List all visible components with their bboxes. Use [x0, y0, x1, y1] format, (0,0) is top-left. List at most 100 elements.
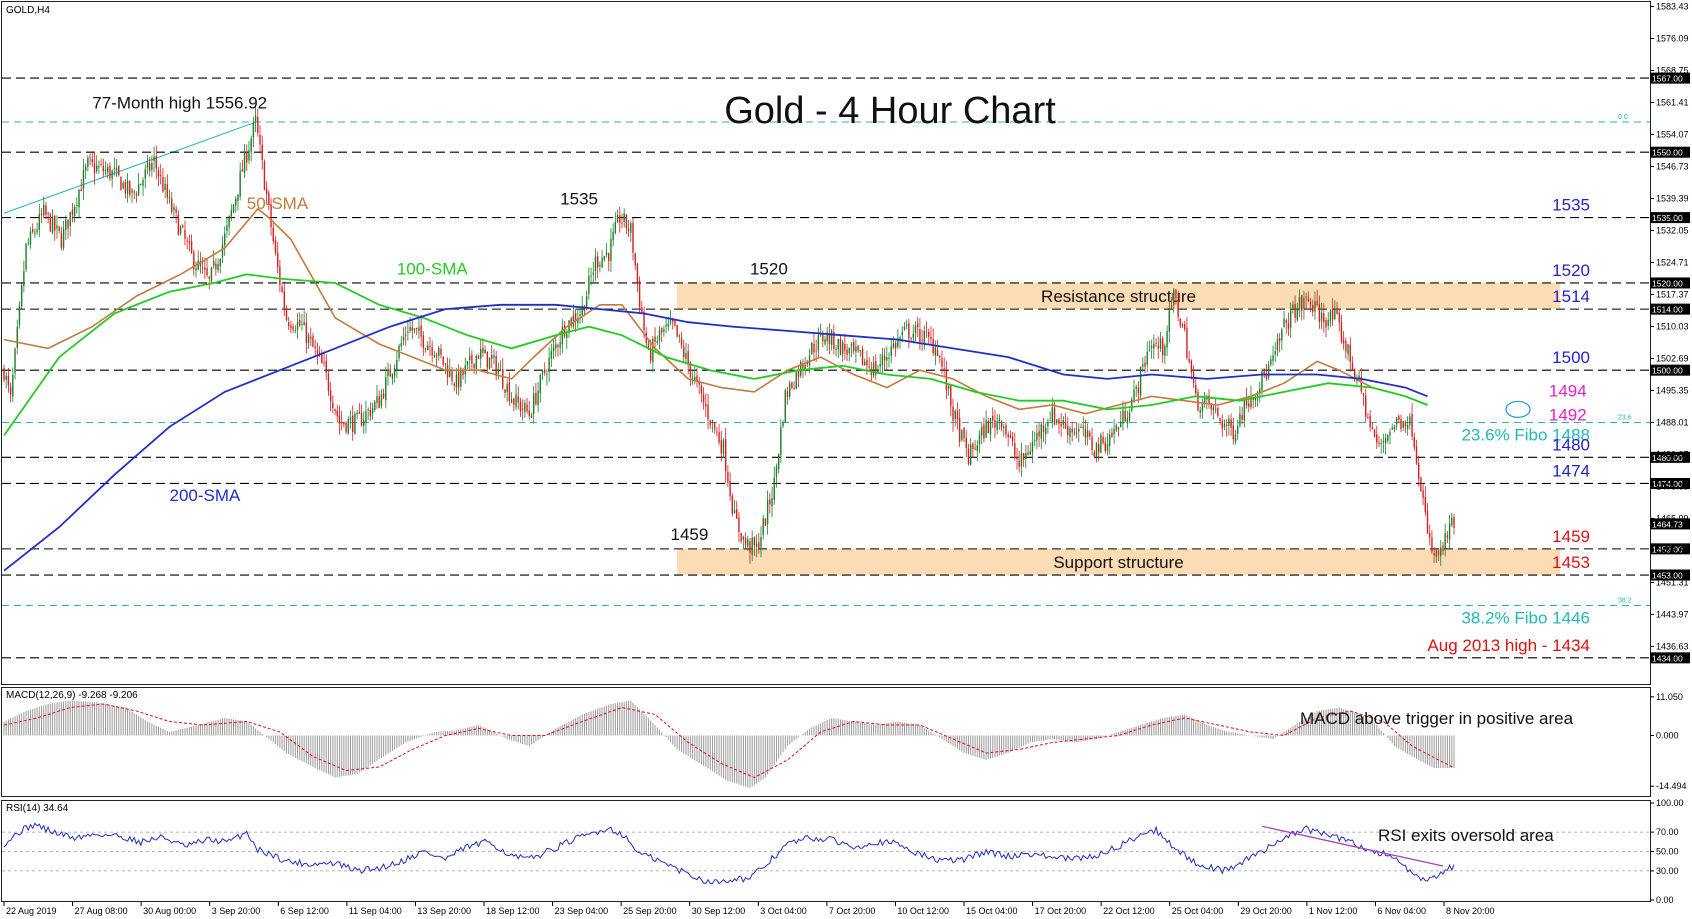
candle-body [243, 151, 246, 174]
candle [1179, 318, 1182, 329]
candle [658, 326, 661, 350]
candle-body [577, 317, 579, 324]
candle [1113, 419, 1115, 444]
candle-body [1051, 407, 1054, 423]
candle-body [1170, 305, 1173, 308]
candle [833, 324, 835, 355]
candle-body [905, 324, 908, 326]
candle-body [1097, 444, 1100, 453]
candle [1111, 427, 1113, 438]
candle [360, 404, 363, 427]
resistance-zone-label: Resistance structure [1041, 287, 1196, 306]
candle-body [56, 225, 58, 229]
candle-body [38, 213, 41, 230]
candle [285, 305, 288, 322]
candle-body [73, 206, 76, 217]
candle-body [1256, 394, 1259, 396]
candle-body [358, 411, 361, 414]
candle-body [367, 409, 369, 411]
candle-body [1155, 342, 1157, 344]
candle-body [546, 373, 548, 375]
candle-body [901, 331, 903, 336]
candle-body [616, 215, 619, 223]
candle-body [1378, 443, 1380, 445]
candle [182, 223, 184, 229]
candle [305, 313, 308, 354]
candle-body [992, 415, 994, 421]
candle-body [224, 233, 226, 245]
candle [526, 397, 528, 414]
candle [1298, 289, 1301, 318]
candle [179, 224, 182, 236]
candle [1078, 423, 1080, 443]
candle [1157, 336, 1159, 359]
candle [541, 369, 544, 380]
candle [407, 321, 409, 341]
candle [625, 214, 628, 235]
candle [899, 335, 901, 349]
candle [1126, 410, 1129, 429]
candle [930, 326, 932, 345]
candle [544, 362, 546, 376]
candle-body [60, 233, 63, 248]
candle [1199, 406, 1201, 419]
candle-body [961, 429, 963, 441]
candle-body [122, 182, 124, 189]
candle [449, 358, 451, 378]
candle-body [276, 252, 279, 267]
candle [632, 217, 634, 261]
candle-body [1084, 428, 1087, 438]
candle-body [897, 338, 899, 347]
candle-body [826, 332, 828, 342]
candle [744, 532, 747, 549]
candle-body [329, 390, 332, 402]
candle [246, 144, 248, 171]
candle-body [1307, 298, 1310, 302]
candle-body [1347, 344, 1349, 355]
candle-body [621, 222, 623, 224]
candle-body [1053, 407, 1056, 425]
candle [506, 379, 508, 402]
candle [1188, 350, 1190, 364]
sma-label-1: 100-SMA [397, 259, 469, 278]
macd-annotation: MACD above trigger in positive area [1300, 709, 1574, 728]
candle-body [603, 256, 606, 260]
candle-body [713, 422, 716, 429]
candle-body [321, 354, 323, 364]
candle-body [1142, 364, 1144, 367]
candle [1223, 419, 1226, 431]
candle [126, 173, 129, 203]
candle-body [649, 348, 652, 361]
candle [963, 426, 965, 442]
candle-body [29, 231, 32, 245]
candle-body [257, 116, 259, 134]
candle-body [718, 432, 720, 443]
candle [58, 226, 60, 234]
candle [486, 351, 489, 375]
candle-body [928, 331, 930, 337]
candle-body [709, 420, 711, 426]
candle-body [596, 256, 599, 268]
price-badge-1500 [1650, 364, 1690, 376]
candle [1011, 431, 1014, 446]
candle-body [1124, 410, 1126, 422]
candle [727, 465, 729, 488]
candle-body [199, 260, 202, 267]
candle-body [1312, 305, 1314, 312]
candle-body [168, 197, 171, 199]
candle-body [780, 427, 782, 456]
candle-body [837, 339, 839, 350]
candle [828, 323, 831, 355]
candle-body [1115, 425, 1118, 431]
candle [698, 376, 700, 395]
price-tick-label: 1488.01 [1656, 417, 1689, 427]
candle [312, 332, 314, 348]
candle [1100, 432, 1102, 454]
candle-body [446, 365, 449, 378]
candle [793, 381, 795, 391]
candle-body [1437, 550, 1440, 555]
candle-body [316, 350, 319, 354]
candle-body [250, 138, 252, 152]
candle [1272, 345, 1274, 366]
candle [396, 351, 398, 379]
